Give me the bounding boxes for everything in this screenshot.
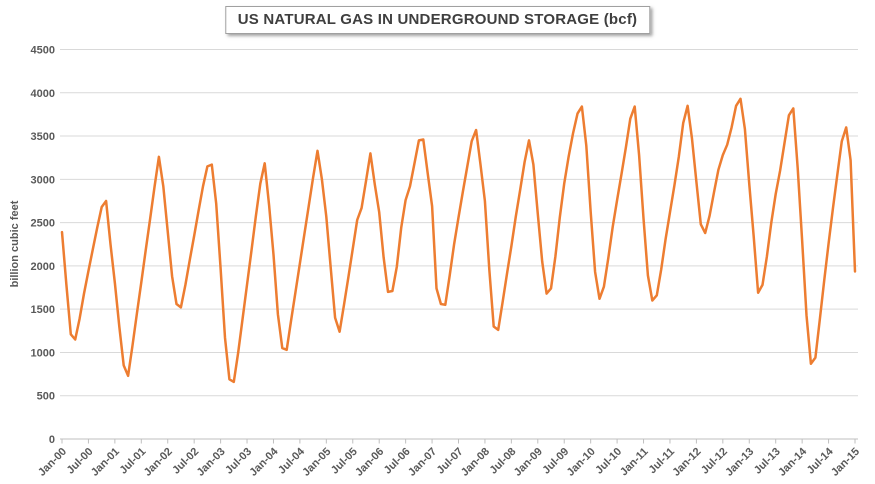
- x-tick-label: Jan-13: [723, 446, 756, 479]
- x-tick-label: Jan-05: [300, 446, 333, 479]
- y-tick-label: 4500: [31, 45, 55, 57]
- chart-title-box: US NATURAL GAS IN UNDERGROUND STORAGE (b…: [224, 6, 651, 34]
- y-tick-label: 3500: [31, 131, 55, 143]
- x-tick-label: Jan-03: [195, 446, 228, 479]
- y-tick-label: 3000: [31, 174, 55, 186]
- x-tick-label: Jan-00: [36, 446, 69, 479]
- x-tick-label: Jan-15: [829, 446, 862, 479]
- y-tick-label: 2000: [31, 261, 55, 273]
- x-tick-label: Jan-08: [459, 446, 492, 479]
- x-tick-label: Jan-02: [142, 446, 175, 479]
- y-axis-title: billion cubic feet: [9, 200, 21, 288]
- x-tick-label: Jan-04: [247, 445, 281, 479]
- y-tick-label: 0: [49, 434, 55, 446]
- x-tick-label: Jan-14: [776, 445, 810, 479]
- x-tick-label: Jan-06: [353, 446, 386, 479]
- x-tick-label: Jan-12: [670, 446, 703, 479]
- y-tick-label: 1000: [31, 347, 55, 359]
- x-tick-label: Jan-11: [618, 446, 651, 479]
- y-tick-label: 1500: [31, 304, 55, 316]
- x-tick-label: Jan-07: [406, 446, 439, 479]
- y-tick-label: 500: [37, 391, 55, 403]
- x-tick-label: Jan-10: [565, 446, 598, 479]
- chart-title: US NATURAL GAS IN UNDERGROUND STORAGE (b…: [237, 11, 638, 28]
- y-tick-label: 4000: [31, 88, 55, 100]
- storage-series-line: [60, 97, 857, 384]
- x-tick-label: Jan-01: [89, 446, 122, 479]
- y-tick-label: 2500: [31, 218, 55, 230]
- x-tick-label: Jan-09: [512, 446, 545, 479]
